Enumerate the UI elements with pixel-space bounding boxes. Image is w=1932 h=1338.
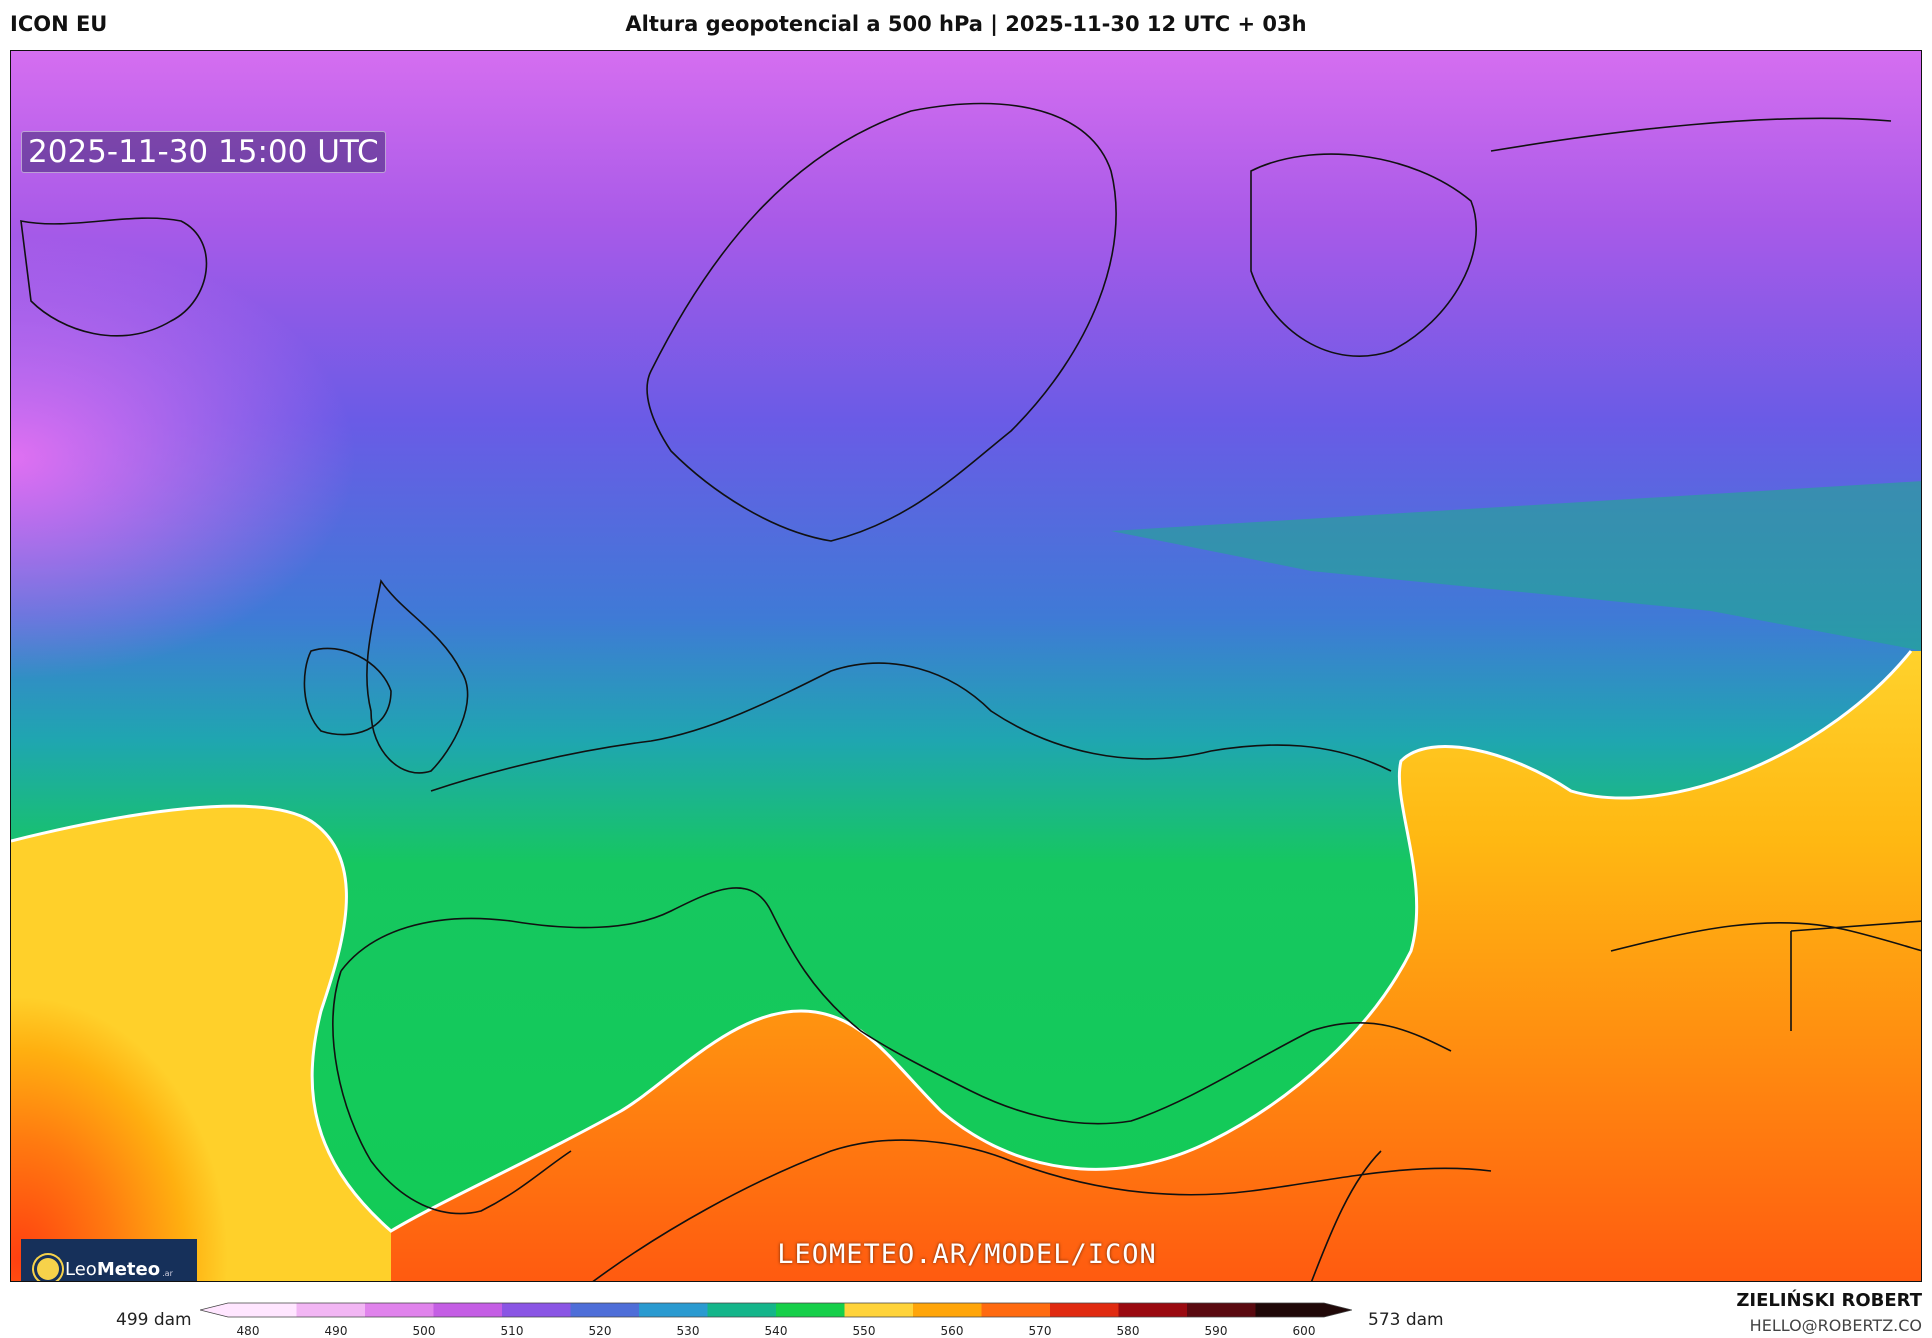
colorbar-segment [707, 1303, 777, 1317]
logo-suffix: .ar [162, 1268, 173, 1278]
colorbar-tick-label: 580 [1116, 1324, 1140, 1338]
colorbar-tick-label: 570 [1028, 1324, 1052, 1338]
colorbar-outline [200, 1302, 1352, 1318]
colorbar-tick-label: 530 [676, 1324, 700, 1338]
valid-time-badge: 2025-11-30 15:00 UTC [21, 131, 386, 173]
colorbar-tick-label: 600 [1292, 1324, 1316, 1338]
colorbar-segment [502, 1303, 571, 1317]
colorbar-max-label: 573 dam [1368, 1310, 1444, 1330]
colorbar-tick-label: 490 [324, 1324, 348, 1338]
colorbar-tick-label: 590 [1204, 1324, 1228, 1338]
author-name: ZIELIŃSKI ROBERT [1736, 1290, 1922, 1311]
colorbar-tick-label: 510 [500, 1324, 524, 1338]
chart-title: Altura geopotencial a 500 hPa | 2025-11-… [625, 12, 1307, 36]
leometeo-logo: LeoMeteo .ar [21, 1239, 197, 1281]
colorbar [200, 1302, 1352, 1318]
model-name: ICON EU [10, 12, 108, 36]
colorbar-segment [1118, 1303, 1188, 1317]
colorbar-segment [228, 1303, 297, 1317]
colorbar-tick-label: 520 [588, 1324, 612, 1338]
weather-map: 2025-11-30 15:00 UTC LeoMeteo .ar LEOMET… [10, 50, 1922, 1282]
colorbar-tick-label: 550 [852, 1324, 876, 1338]
colorbar-segment [981, 1303, 1051, 1317]
colorbar-tick-label: 480 [236, 1324, 260, 1338]
coastlines [20, 102, 1921, 1281]
colorbar-segment [1187, 1303, 1256, 1317]
sun-icon [37, 1258, 59, 1280]
colorbar-segment [913, 1303, 982, 1317]
colorbar-segment [639, 1303, 708, 1317]
colorbar-segment [1255, 1303, 1325, 1317]
colorbar-under-arrow [200, 1303, 228, 1317]
colorbar-segment [844, 1303, 914, 1317]
colorbar-segment [433, 1303, 503, 1317]
colorbar-segment [365, 1303, 434, 1317]
source-watermark: LEOMETEO.AR/MODEL/ICON [777, 1239, 1157, 1270]
colorbar-over-arrow [1324, 1303, 1352, 1317]
colorbar-segment [1050, 1303, 1119, 1317]
colorbar-tick-label: 540 [764, 1324, 788, 1338]
colorbar-segment [776, 1303, 845, 1317]
colorbar-segment [296, 1303, 366, 1317]
colorbar-min-label: 499 dam [116, 1310, 192, 1330]
colorbar-tick-label: 500 [412, 1324, 436, 1338]
logo-text: LeoMeteo [65, 1258, 161, 1280]
geopotential-field [11, 51, 1921, 1281]
colorbar-segment [570, 1303, 640, 1317]
author-email: HELLO@ROBERTZ.CO [1749, 1316, 1922, 1335]
colorbar-tick-label: 560 [940, 1324, 964, 1338]
